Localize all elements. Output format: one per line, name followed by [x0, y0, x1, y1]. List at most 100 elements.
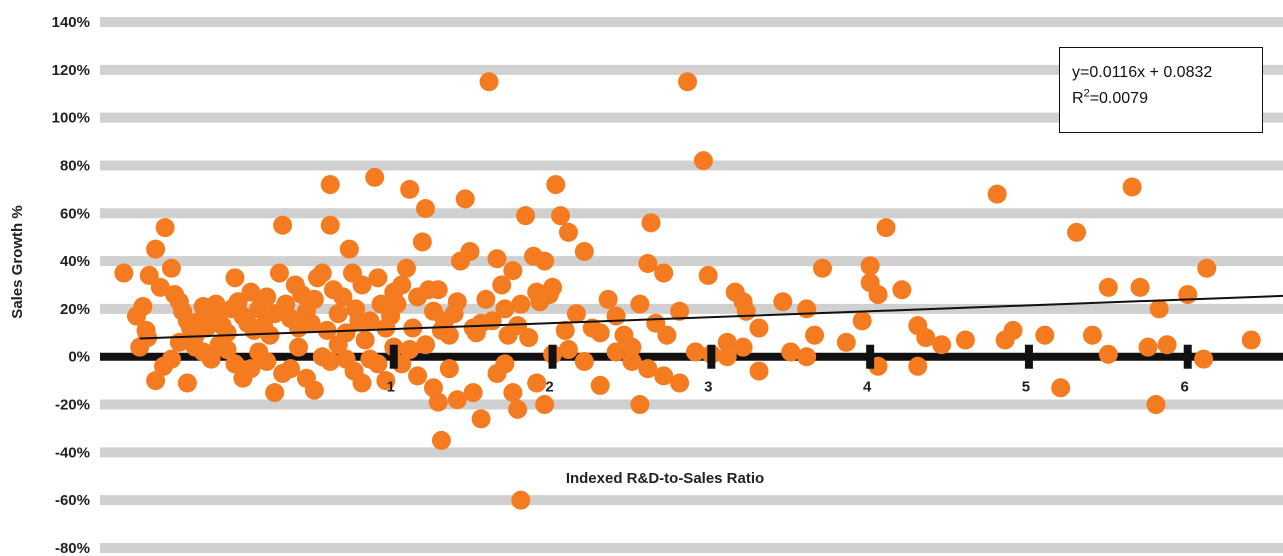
y-tick-label: 120% [52, 62, 90, 79]
y-tick-label: 80% [60, 157, 90, 174]
data-point [852, 311, 872, 331]
trendline-equation-box: y=0.0116x + 0.0832 R2=0.0079 [1059, 47, 1263, 133]
data-point [590, 323, 610, 343]
data-point [1082, 325, 1102, 345]
x-tick-mark [548, 344, 557, 369]
data-point [606, 342, 626, 362]
data-point [396, 258, 416, 278]
data-point [1067, 222, 1087, 242]
x-tick-label: 3 [704, 379, 712, 396]
trendline [139, 294, 1283, 340]
data-point [598, 289, 618, 309]
data-point [400, 179, 420, 199]
data-point [555, 320, 575, 340]
data-point [257, 352, 277, 372]
trendline-equation: y=0.0116x + 0.0832 [1072, 64, 1213, 81]
data-point [150, 277, 170, 297]
data-point [146, 371, 166, 391]
data-point [304, 289, 324, 309]
data-point [431, 430, 451, 450]
data-point [1130, 277, 1150, 297]
data-point [535, 395, 555, 415]
data-point [439, 325, 459, 345]
gridlines [100, 17, 1283, 553]
data-point [908, 356, 928, 376]
data-point [114, 263, 134, 283]
data-point [273, 215, 293, 235]
data-point [503, 383, 523, 403]
data-point [955, 330, 975, 350]
data-point [352, 275, 372, 295]
x-tick-mark [389, 344, 398, 369]
data-point [492, 275, 512, 295]
data-point [606, 306, 626, 326]
data-point [590, 375, 610, 395]
data-point [654, 263, 674, 283]
x-tick-mark [866, 344, 875, 369]
data-point [428, 392, 448, 412]
data-point [508, 399, 528, 419]
data-point [288, 337, 308, 357]
data-point [146, 239, 166, 259]
data-point [281, 359, 301, 379]
r2-exponent: 2 [1083, 87, 1090, 100]
data-point [550, 206, 570, 226]
data-point [339, 239, 359, 259]
data-point [368, 268, 388, 288]
data-point [773, 292, 793, 312]
data-point [749, 318, 769, 338]
data-point [641, 213, 661, 233]
x-tick-label: 1 [387, 379, 395, 396]
data-point [360, 311, 380, 331]
data-point [1149, 299, 1169, 319]
y-tick-label: 60% [60, 205, 90, 222]
data-point [511, 490, 531, 510]
data-point [304, 380, 324, 400]
data-point [257, 287, 277, 307]
data-point [376, 371, 396, 391]
data-point [717, 347, 737, 367]
data-point [1157, 335, 1177, 355]
data-point [155, 218, 175, 238]
data-point [139, 265, 159, 285]
x-axis-label: Indexed R&D-to-Sales Ratio [566, 470, 764, 487]
data-point [320, 175, 340, 195]
y-tick-labels: 140% 120% 100% 80% 60% 40% 20% 0% -20% -40% -60% -8… [52, 14, 90, 556]
x-tick-mark [1024, 344, 1033, 369]
data-point [312, 263, 332, 283]
data-point [201, 349, 221, 369]
data-point [328, 304, 348, 324]
data-point [320, 215, 340, 235]
data-point [932, 335, 952, 355]
y-tick-label: 0% [68, 349, 90, 366]
y-tick-label: -80% [55, 540, 90, 556]
data-point [797, 347, 817, 367]
data-point [1122, 177, 1142, 197]
r2-value: =0.0079 [1089, 90, 1148, 107]
data-point [654, 366, 674, 386]
data-point [574, 242, 594, 262]
data-point [797, 299, 817, 319]
data-point [622, 352, 642, 372]
data-point [1051, 378, 1071, 398]
data-point [1138, 337, 1158, 357]
data-point [1146, 395, 1166, 415]
data-point [455, 189, 475, 209]
data-point [1003, 320, 1023, 340]
r2-prefix: R [1072, 90, 1084, 107]
data-point [1197, 258, 1217, 278]
data-point [558, 222, 578, 242]
data-point [805, 325, 825, 345]
data-point [447, 292, 467, 312]
data-point [543, 277, 563, 297]
data-point [225, 268, 245, 288]
data-point [535, 251, 555, 271]
data-point [241, 282, 261, 302]
data-point [1178, 285, 1198, 305]
data-point [408, 366, 428, 386]
data-point [868, 285, 888, 305]
data-point [161, 258, 181, 278]
data-point [546, 175, 566, 195]
data-point [508, 316, 528, 336]
trendline-layer [139, 294, 1283, 340]
